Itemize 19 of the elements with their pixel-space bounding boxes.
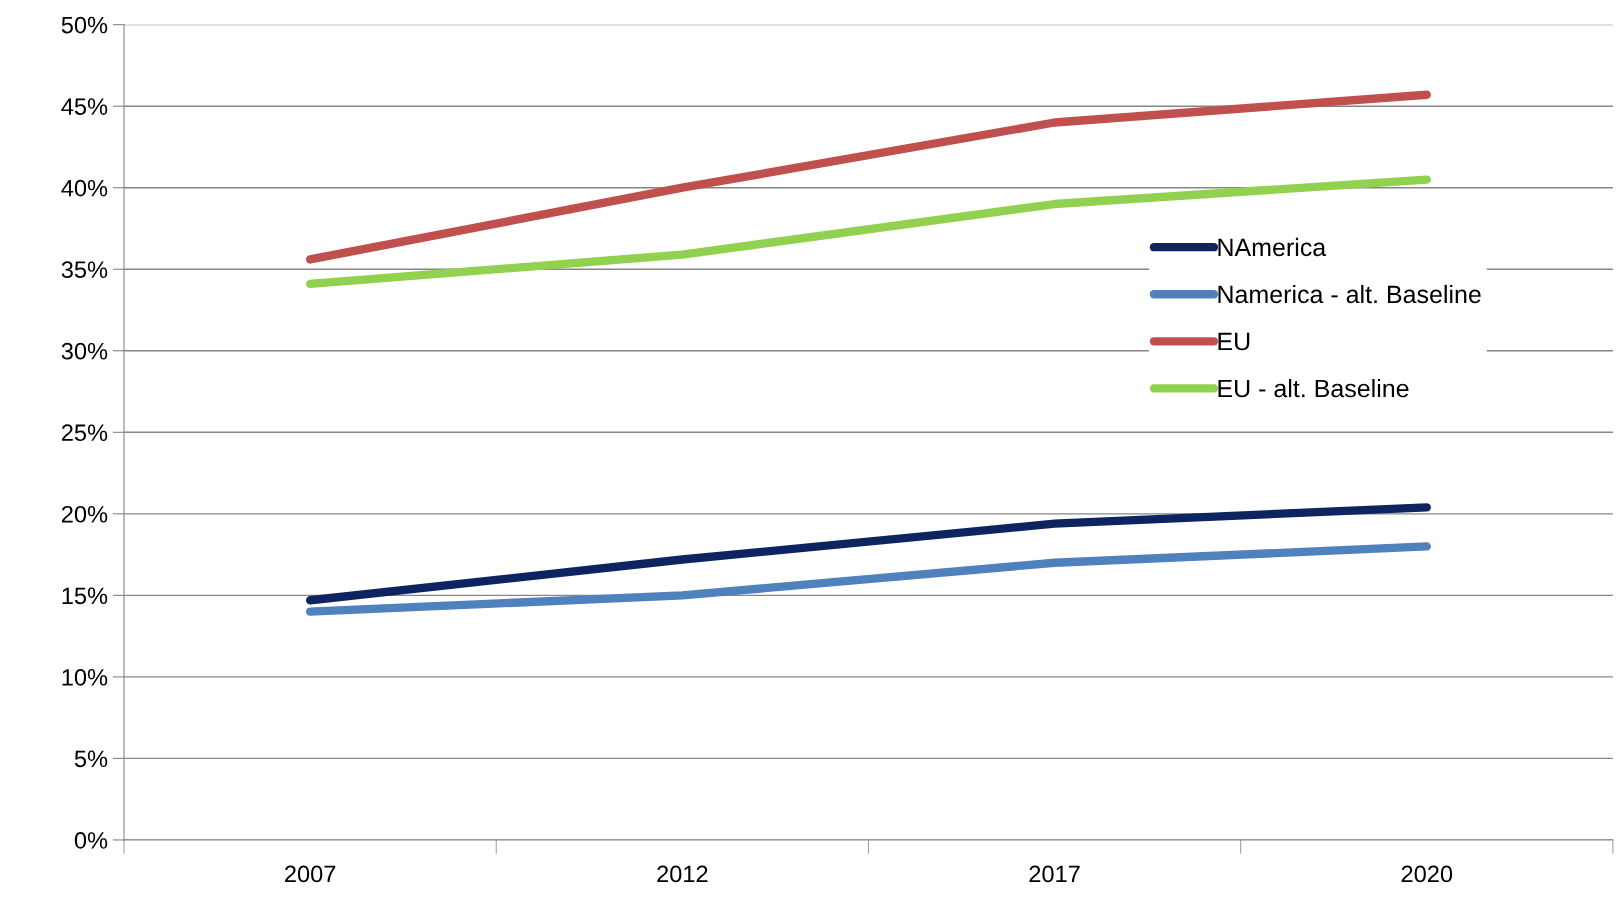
- x-tick-label: 2012: [657, 865, 708, 883]
- legend-label: EU: [1218, 332, 1250, 351]
- x-tick-label: 2020: [1401, 865, 1453, 883]
- legend-label: NAmerica: [1218, 237, 1327, 257]
- legend-label: EU - alt. Baseline: [1218, 378, 1409, 398]
- y-tick-label: 10%: [62, 668, 108, 686]
- legend-label: Namerica - alt. Baseline: [1218, 284, 1481, 304]
- x-tick-label: 2007: [285, 865, 336, 883]
- y-tick-label: 20%: [61, 505, 108, 523]
- y-tick-label: 0%: [74, 832, 108, 849]
- y-tick-label: 35%: [61, 261, 108, 279]
- y-tick-label: 50%: [61, 16, 108, 34]
- y-tick-label: 25%: [61, 424, 108, 442]
- y-tick-label: 5%: [74, 750, 108, 768]
- x-tick-label: 2017: [1029, 865, 1080, 883]
- y-tick-label: 15%: [62, 587, 108, 605]
- y-tick-label: 30%: [61, 342, 108, 360]
- y-tick-label: 40%: [61, 179, 108, 197]
- y-tick-label: 45%: [61, 98, 108, 115]
